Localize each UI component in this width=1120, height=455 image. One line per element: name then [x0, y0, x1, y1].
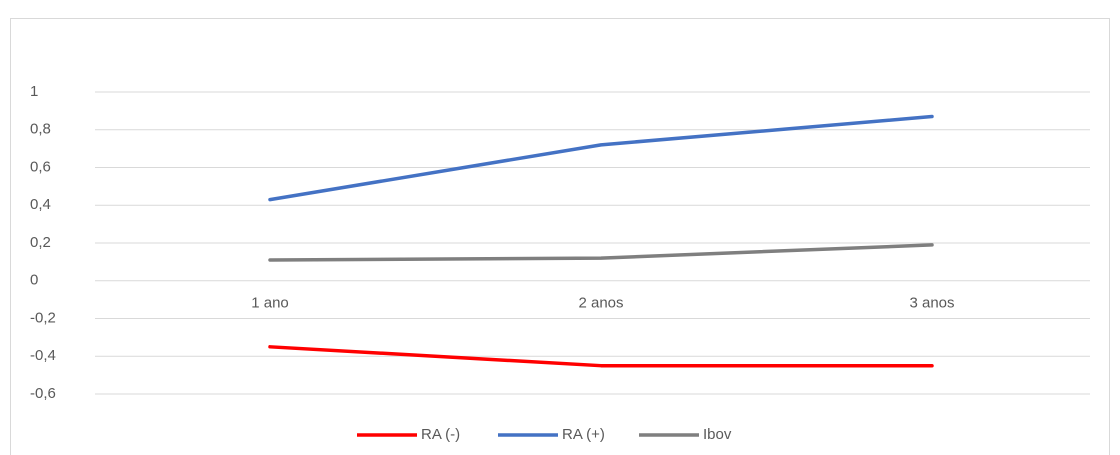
y-tick-label: 0 — [30, 272, 38, 289]
chart-border — [10, 18, 1110, 455]
y-tick-label: 0,4 — [30, 196, 51, 213]
y-tick-label: 0,6 — [30, 158, 51, 175]
y-tick-label: -0,6 — [30, 385, 56, 402]
y-tick-label: 0,8 — [30, 121, 51, 138]
y-tick-label: 1 — [30, 83, 38, 100]
x-tick-label: 2 anos — [578, 295, 623, 312]
y-tick-label: 0,2 — [30, 234, 51, 251]
x-tick-label: 1 ano — [251, 295, 289, 312]
y-tick-label: -0,4 — [30, 347, 56, 364]
series-line — [268, 243, 934, 262]
series-line — [268, 114, 934, 202]
legend-label: Ibov — [703, 426, 732, 443]
legend-label: RA (+) — [562, 426, 605, 443]
y-tick-label: -0,2 — [30, 309, 56, 326]
x-tick-label: 3 anos — [909, 295, 954, 312]
series-line — [268, 345, 934, 368]
legend-label: RA (-) — [421, 426, 460, 443]
